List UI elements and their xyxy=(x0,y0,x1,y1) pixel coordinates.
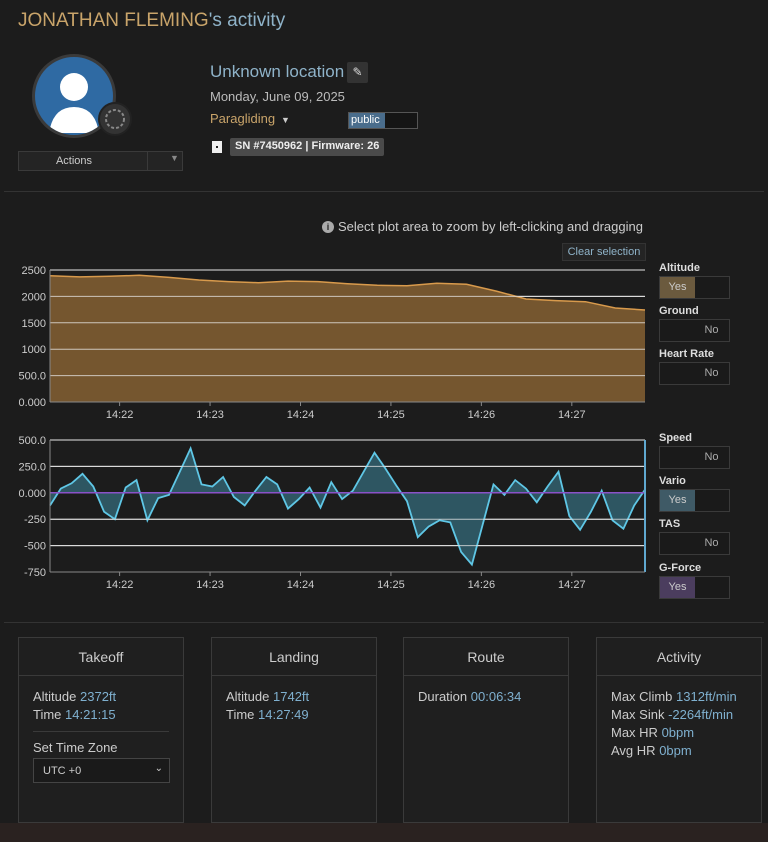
divider xyxy=(4,191,764,192)
takeoff-altitude: Altitude 2372ft xyxy=(33,689,117,704)
toggle-state-on: Yes xyxy=(660,490,695,511)
panel-title: Takeoff xyxy=(19,638,183,676)
timezone-select[interactable]: UTC +0 ⌄ xyxy=(33,758,170,783)
toggle-heart-rate[interactable]: No xyxy=(659,362,730,385)
location-title: Unknown location xyxy=(210,62,345,81)
toggle-state-off: No xyxy=(704,367,719,379)
y-tick-label: 0.000 xyxy=(18,397,46,409)
divider xyxy=(4,622,764,623)
y-tick-label: 1000 xyxy=(22,344,46,356)
zoom-hint: i Select plot area to zoom by left-clicki… xyxy=(322,219,643,234)
x-tick-label: 14:27 xyxy=(558,409,586,421)
activity-panel: Activity Max Climb 1312ft/min Max Sink -… xyxy=(596,637,762,823)
route-panel: Route Duration 00:06:34 xyxy=(403,637,569,823)
user-silhouette-icon xyxy=(49,73,99,133)
y-tick-label: 500.0 xyxy=(18,371,46,383)
device-badge: SN #7450962 | Firmware: 26 xyxy=(230,138,385,156)
toggle-vario[interactable]: Yes xyxy=(659,489,730,512)
visibility-label: public xyxy=(349,113,385,128)
x-tick-label: 14:26 xyxy=(468,409,496,421)
x-tick-label: 14:24 xyxy=(287,579,315,591)
y-tick-label: 500.0 xyxy=(18,435,46,447)
actions-dropdown[interactable]: Actions ▼ xyxy=(18,151,183,171)
vario-chart[interactable]: 500.0 250.0 0.000 -250 -500 -750 14:22 14:23 14:… xyxy=(0,432,660,594)
takeoff-time: Time 14:21:15 xyxy=(33,707,116,722)
toggle-label: Ground xyxy=(659,305,699,317)
max-climb: Max Climb 1312ft/min xyxy=(611,689,737,704)
title-suffix: 's activity xyxy=(208,10,286,31)
x-tick-label: 14:25 xyxy=(377,409,405,421)
y-tick-label: 250.0 xyxy=(18,461,46,473)
series-area xyxy=(50,448,645,565)
toggle-label: G-Force xyxy=(659,562,702,574)
altitude-chart[interactable]: 2500 2000 1500 1000 500.0 0.000 14:22 14:23 14:2… xyxy=(0,262,660,422)
avg-hr: Avg HR 0bpm xyxy=(611,743,692,758)
landing-panel: Landing Altitude 1742ft Time 14:27:49 xyxy=(211,637,377,823)
toggle-label: TAS xyxy=(659,518,681,530)
toggle-state-off: No xyxy=(704,537,719,549)
toggle-label: Speed xyxy=(659,432,693,444)
route-duration: Duration 00:06:34 xyxy=(418,689,522,704)
info-icon: i xyxy=(322,221,334,233)
takeoff-panel: Takeoff Altitude 2372ft Time 14:21:15 Se… xyxy=(18,637,184,823)
x-tick-label: 14:27 xyxy=(558,579,586,591)
activity-date: Monday, June 09, 2025 xyxy=(210,89,345,104)
toggle-label: Heart Rate xyxy=(659,348,715,360)
device-checkbox[interactable] xyxy=(212,141,222,153)
caret-down-icon: ▼ xyxy=(170,153,179,163)
avatar-upload-icon[interactable] xyxy=(98,102,132,136)
toggle-tas[interactable]: No xyxy=(659,532,730,555)
toggle-state-on: Yes xyxy=(660,277,695,298)
panel-title: Route xyxy=(404,638,568,676)
x-tick-label: 14:26 xyxy=(468,579,496,591)
timezone-label: Set Time Zone xyxy=(33,740,118,755)
landing-altitude: Altitude 1742ft xyxy=(226,689,310,704)
y-tick-label: 1500 xyxy=(22,318,46,330)
toggle-label: Altitude xyxy=(659,262,700,274)
y-tick-label: -750 xyxy=(24,567,46,579)
series-line xyxy=(49,445,646,567)
x-tick-label: 14:22 xyxy=(106,579,134,591)
clear-selection-button[interactable]: Clear selection xyxy=(562,243,646,261)
x-tick-label: 14:23 xyxy=(196,409,224,421)
y-tick-label: -500 xyxy=(24,541,46,553)
visibility-toggle[interactable]: public xyxy=(348,112,418,129)
y-tick-label: -250 xyxy=(24,514,46,526)
x-tick-label: 14:25 xyxy=(377,579,405,591)
chevron-down-icon: ⌄ xyxy=(154,763,163,774)
landing-time: Time 14:27:49 xyxy=(226,707,309,722)
panel-title: Landing xyxy=(212,638,376,676)
footer-bar xyxy=(0,823,768,842)
owner-name: JONATHAN FLEMING xyxy=(18,10,209,31)
toggle-state-off: No xyxy=(704,451,719,463)
y-tick-label: 2000 xyxy=(22,291,46,303)
panel-title: Activity xyxy=(597,638,761,676)
toggle-altitude[interactable]: Yes xyxy=(659,276,730,299)
toggle-speed[interactable]: No xyxy=(659,446,730,469)
page-title: JONATHAN FLEMING's activity xyxy=(18,10,285,32)
x-tick-label: 14:24 xyxy=(287,409,315,421)
x-tick-label: 14:23 xyxy=(196,579,224,591)
toggle-label: Vario xyxy=(659,475,686,487)
x-tick-label: 14:22 xyxy=(106,409,134,421)
toggle-state-on: Yes xyxy=(660,577,695,598)
avatar xyxy=(32,54,116,138)
caret-down-icon: ▼ xyxy=(281,115,290,125)
max-hr: Max HR 0bpm xyxy=(611,725,695,740)
sport-label: Paragliding xyxy=(210,111,276,126)
series-area xyxy=(50,275,645,402)
sport-dropdown[interactable]: Paragliding ▼ xyxy=(210,111,290,126)
actions-label: Actions xyxy=(55,155,93,167)
edit-location-icon[interactable]: ✎ xyxy=(347,62,368,83)
toggle-state-off: No xyxy=(704,324,719,336)
y-tick-label: 0.000 xyxy=(18,488,46,500)
toggle-ground[interactable]: No xyxy=(659,319,730,342)
y-tick-label: 2500 xyxy=(22,265,46,277)
series-line xyxy=(49,274,646,311)
toggle-g-force[interactable]: Yes xyxy=(659,576,730,599)
max-sink: Max Sink -2264ft/min xyxy=(611,707,734,722)
